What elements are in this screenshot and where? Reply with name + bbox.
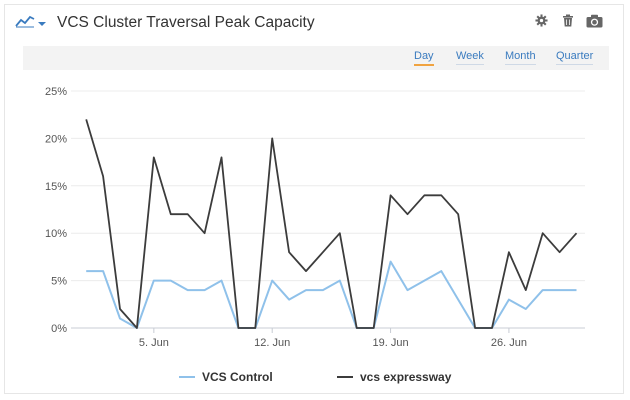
y-tick-label: 5% (51, 276, 67, 288)
delete-button[interactable] (559, 14, 577, 32)
trash-icon (562, 14, 574, 32)
legend-swatch-vcs-control (179, 376, 195, 378)
chart-gridlines (71, 90, 585, 329)
x-axis-tick-labels: 5. Jun 12. Jun 19. Jun 26. Jun (139, 328, 527, 349)
chart-title: VCS Cluster Traversal Peak Capacity (57, 14, 315, 31)
x-tick-label: 12. Jun (254, 337, 290, 349)
range-week-tab[interactable]: Week (456, 50, 484, 65)
y-tick-label: 15% (45, 181, 67, 193)
legend-label-vcs-control: VCS Control (202, 370, 273, 384)
settings-button[interactable] (532, 14, 550, 32)
series-line-vcs-expressway (85, 119, 578, 329)
y-tick-label: 25% (45, 86, 67, 98)
gear-icon (534, 14, 548, 32)
chevron-down-icon (38, 14, 46, 32)
y-axis-tick-labels: 0% 5% 10% 15% 20% 25% (45, 86, 67, 335)
legend-swatch-vcs-expressway (337, 376, 353, 378)
range-month-tab[interactable]: Month (505, 50, 536, 65)
panel-header: VCS Cluster Traversal Peak Capacity (5, 5, 623, 41)
chart-type-selector[interactable] (15, 13, 46, 33)
chart-panel: VCS Cluster Traversal Peak Capacity (4, 4, 624, 394)
legend-item-vcs-expressway[interactable]: vcs expressway (337, 369, 451, 385)
legend-label-vcs-expressway: vcs expressway (360, 370, 452, 384)
series-line-vcs-control (86, 260, 577, 329)
camera-icon (586, 14, 603, 33)
x-tick-label: 19. Jun (373, 337, 409, 349)
range-quarter-tab[interactable]: Quarter (556, 50, 594, 65)
line-chart-icon (15, 14, 35, 33)
legend-item-vcs-control[interactable]: VCS Control (179, 369, 273, 385)
x-tick-label: 5. Jun (139, 337, 169, 349)
y-tick-label: 0% (51, 323, 67, 335)
y-tick-label: 20% (45, 133, 67, 145)
snapshot-button[interactable] (585, 14, 603, 32)
chart-series (85, 119, 578, 329)
line-chart: 0% 5% 10% 15% 20% 25% 5. Jun 12. Jun 19. Jun 26.… (45, 86, 585, 349)
time-range-toolbar: Day Week Month Quarter (23, 46, 609, 70)
x-tick-label: 26. Jun (491, 337, 527, 349)
y-tick-label: 10% (45, 228, 67, 240)
range-day-tab[interactable]: Day (414, 50, 434, 66)
